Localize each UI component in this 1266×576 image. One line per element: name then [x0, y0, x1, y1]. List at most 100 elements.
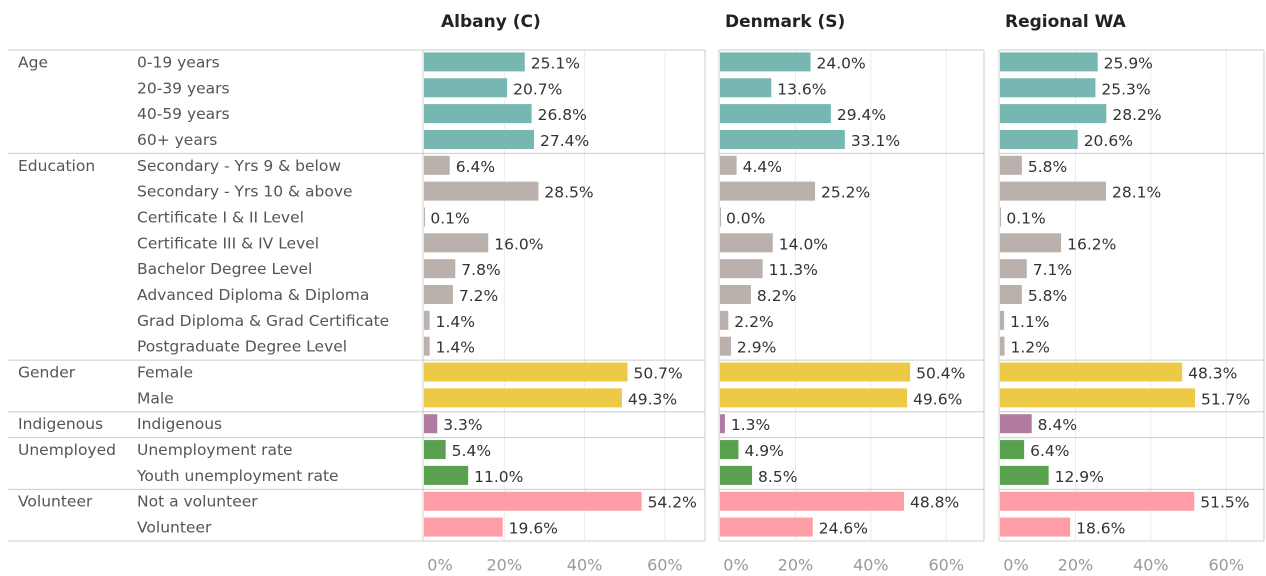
bar — [424, 129, 534, 149]
category-label: Bachelor Degree Level — [137, 260, 312, 278]
value-label: 28.5% — [544, 184, 593, 202]
bar — [720, 414, 725, 434]
bar — [1000, 465, 1049, 485]
bar — [1000, 52, 1098, 72]
value-label: 16.2% — [1067, 235, 1116, 253]
value-label: 4.9% — [744, 442, 783, 460]
bar — [720, 259, 763, 279]
bar — [1000, 78, 1096, 98]
value-label: 29.4% — [837, 106, 886, 124]
bar — [1000, 517, 1071, 537]
bar — [1000, 233, 1062, 253]
category-label: Female — [137, 364, 193, 382]
bar — [1000, 129, 1078, 149]
value-label: 12.9% — [1055, 468, 1104, 486]
category-label: Male — [137, 389, 174, 407]
value-label: 19.6% — [509, 520, 558, 538]
bar — [720, 285, 751, 304]
x-tick-label: 60% — [929, 556, 965, 575]
value-label: 33.1% — [851, 132, 900, 150]
value-label: 7.2% — [459, 287, 498, 305]
x-tick-label: 20% — [1058, 556, 1094, 575]
bar — [720, 181, 816, 201]
group-label: Volunteer — [18, 493, 93, 511]
value-label: 8.2% — [757, 287, 796, 305]
value-label: 25.1% — [531, 54, 580, 72]
x-tick-label: 40% — [853, 556, 889, 575]
category-label: Youth unemployment rate — [136, 467, 339, 485]
category-label: Indigenous — [137, 415, 222, 433]
category-label: Unemployment rate — [137, 441, 293, 459]
value-label: 49.6% — [913, 390, 962, 408]
group-label: Age — [18, 53, 48, 71]
x-tick-label: 20% — [487, 556, 523, 575]
bar — [720, 310, 729, 330]
value-label: 11.3% — [769, 261, 818, 279]
panel-title: Regional WA — [1005, 12, 1127, 32]
bar — [424, 207, 425, 227]
category-label: Grad Diploma & Grad Certificate — [137, 312, 389, 330]
bar — [424, 310, 430, 330]
x-tick-label: 0% — [427, 556, 452, 575]
bar — [424, 491, 642, 511]
bar — [424, 181, 539, 201]
value-label: 20.6% — [1084, 132, 1133, 150]
x-tick-label: 60% — [1209, 556, 1245, 575]
value-label: 1.1% — [1010, 313, 1049, 331]
group-label: Gender — [18, 364, 76, 382]
bar — [424, 52, 525, 72]
value-label: 2.2% — [734, 313, 773, 331]
category-label: 60+ years — [137, 131, 217, 149]
group-label: Indigenous — [18, 415, 103, 433]
bar — [1000, 207, 1001, 227]
bar — [720, 336, 731, 356]
value-label: 3.3% — [443, 416, 482, 434]
bar — [424, 336, 430, 356]
value-label: 0.1% — [430, 209, 469, 227]
bar — [1000, 285, 1022, 304]
bar — [720, 78, 772, 98]
value-label: 2.9% — [737, 339, 776, 357]
bar — [1000, 259, 1027, 279]
value-label: 51.5% — [1200, 494, 1249, 512]
x-tick-label: 20% — [778, 556, 814, 575]
bar — [720, 440, 739, 460]
bar — [720, 155, 737, 175]
bar — [720, 491, 905, 511]
value-label: 0.0% — [726, 209, 765, 227]
x-tick-label: 0% — [723, 556, 748, 575]
value-label: 24.0% — [817, 54, 866, 72]
bar — [424, 465, 469, 485]
bar — [424, 285, 453, 304]
bar — [1000, 491, 1195, 511]
category-label: Not a volunteer — [137, 493, 258, 511]
value-label: 8.5% — [758, 468, 797, 486]
value-label: 26.8% — [538, 106, 587, 124]
category-label: 20-39 years — [137, 79, 230, 97]
value-label: 1.4% — [436, 339, 475, 357]
bar — [424, 388, 622, 408]
value-label: 49.3% — [628, 390, 677, 408]
value-label: 11.0% — [474, 468, 523, 486]
category-label: Volunteer — [137, 519, 212, 537]
category-label: Certificate III & IV Level — [137, 234, 319, 252]
bar — [1000, 336, 1005, 356]
bar — [424, 259, 456, 279]
bar — [720, 104, 831, 124]
value-label: 25.2% — [821, 184, 870, 202]
bar — [424, 104, 532, 124]
bar — [720, 52, 811, 72]
bar — [720, 207, 721, 227]
value-label: 28.2% — [1112, 106, 1161, 124]
x-tick-label: 40% — [567, 556, 603, 575]
value-label: 48.8% — [910, 494, 959, 512]
bar — [1000, 104, 1107, 124]
value-label: 1.4% — [436, 313, 475, 331]
bar — [1000, 181, 1106, 201]
bar — [720, 465, 753, 485]
value-label: 28.1% — [1112, 184, 1161, 202]
value-label: 7.8% — [461, 261, 500, 279]
group-label: Education — [18, 157, 95, 175]
value-label: 0.1% — [1006, 209, 1045, 227]
